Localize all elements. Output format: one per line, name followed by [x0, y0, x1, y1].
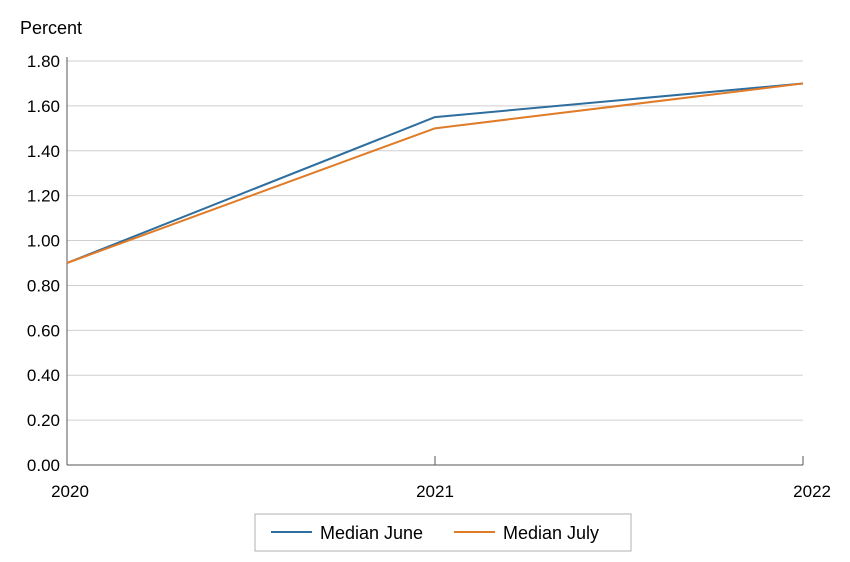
y-tick-label: 0.60 [27, 321, 60, 340]
y-tick-label: 0.80 [27, 276, 60, 295]
series-line-median-june [66, 82, 804, 264]
x-tick-label: 2020 [51, 482, 89, 501]
y-tick-label: 1.00 [27, 232, 60, 251]
legend-box [254, 513, 632, 552]
y-axis-label: Percent [20, 18, 82, 38]
legend-label-median-july: Median July [503, 523, 599, 543]
y-tick-label: 1.80 [27, 52, 60, 71]
y-tick-label: 0.00 [27, 456, 60, 475]
y-tick-labels: 0.00 0.20 0.40 0.60 0.80 1.00 1.20 1.40 1.60 1.80 [27, 52, 60, 475]
y-tick-label: 1.40 [27, 142, 60, 161]
x-axis: 2020 2021 2022 [51, 57, 831, 501]
legend: Median June Median July [254, 513, 632, 552]
series-line-median-july [66, 82, 804, 264]
x-tick-label: 2021 [416, 482, 454, 501]
series-lines [66, 82, 804, 264]
y-tick-label: 1.60 [27, 97, 60, 116]
y-tick-label: 1.20 [27, 187, 60, 206]
x-tick-label: 2022 [793, 482, 831, 501]
legend-label-median-june: Median June [320, 523, 423, 543]
y-tick-label: 0.20 [27, 411, 60, 430]
gridlines [67, 60, 803, 421]
y-tick-label: 0.40 [27, 366, 60, 385]
